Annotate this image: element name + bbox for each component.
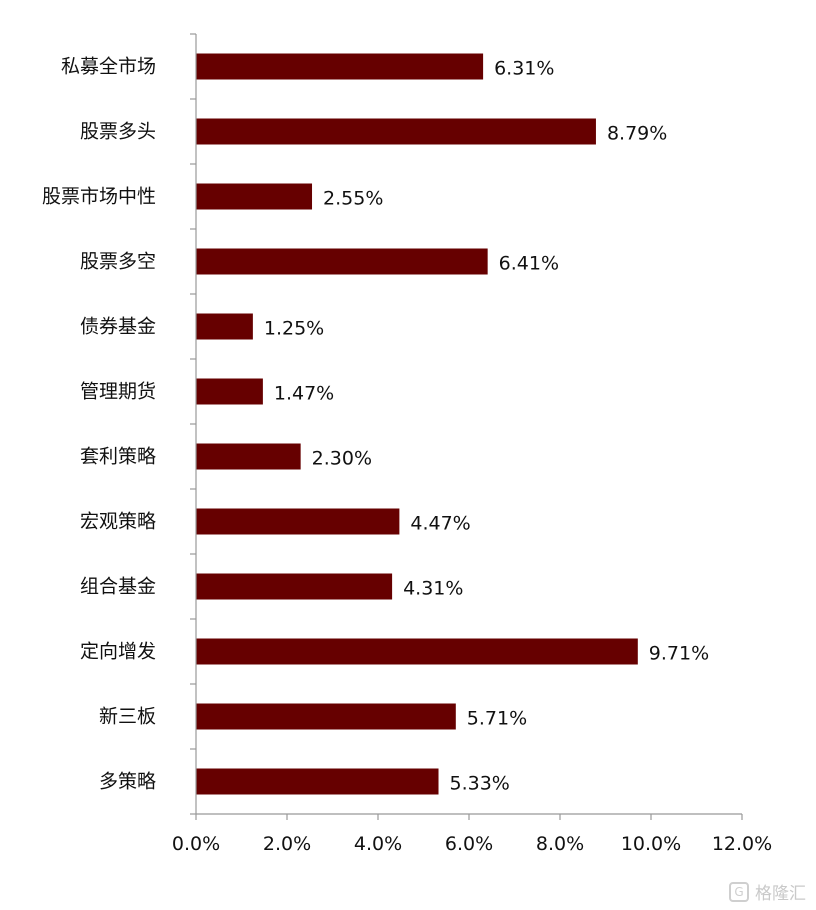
bar-10	[196, 703, 456, 730]
labels-layer: 私募全市场 6.31% 股票多头 8.79% 股票市场中性 2.55% 股票多空 6.41% 债…	[42, 56, 709, 795]
glh-logo-icon: G	[729, 881, 749, 902]
value-label: 1.25%	[264, 318, 324, 340]
watermark: G 格隆汇	[729, 879, 806, 904]
bars-layer	[196, 53, 638, 795]
bar-7	[196, 508, 400, 535]
x-tick-label: 12.0%	[712, 833, 772, 855]
axes-layer: 0.0% 2.0% 4.0% 6.0% 8.0% 10.0% 12.0%	[172, 33, 772, 855]
x-tick-label: 10.0%	[621, 833, 681, 855]
bar-0	[196, 53, 484, 80]
category-label: 组合基金	[80, 576, 156, 598]
category-label: 定向增发	[80, 641, 156, 663]
category-label: 套利策略	[80, 446, 156, 468]
x-tick-label: 4.0%	[354, 833, 402, 855]
x-tick-label: 0.0%	[172, 833, 220, 855]
bar-5	[196, 378, 263, 405]
value-label: 4.31%	[403, 578, 463, 600]
category-label: 新三板	[99, 706, 156, 728]
bar-6	[196, 443, 301, 470]
bar-8	[196, 573, 393, 600]
value-label: 2.30%	[312, 448, 372, 470]
bar-4	[196, 313, 253, 340]
category-label: 股票多头	[80, 121, 156, 143]
bar-1	[196, 118, 596, 145]
category-label: 股票市场中性	[42, 186, 156, 208]
value-label: 6.31%	[494, 58, 554, 80]
bar-11	[196, 768, 439, 795]
category-label: 多策略	[99, 771, 156, 793]
x-tick-label: 2.0%	[263, 833, 311, 855]
x-tick-label: 6.0%	[445, 833, 493, 855]
value-label: 9.71%	[649, 643, 709, 665]
value-label: 4.47%	[410, 513, 470, 535]
value-label: 1.47%	[274, 383, 334, 405]
category-label: 管理期货	[80, 381, 156, 403]
x-tick-label: 8.0%	[536, 833, 584, 855]
value-label: 8.79%	[607, 123, 667, 145]
value-label: 5.71%	[467, 708, 527, 730]
bar-9	[196, 638, 638, 665]
category-label: 股票多空	[80, 251, 156, 273]
value-label: 2.55%	[323, 188, 383, 210]
value-label: 6.41%	[499, 253, 559, 275]
category-label: 债券基金	[80, 316, 156, 338]
bar-3	[196, 248, 488, 275]
category-label: 私募全市场	[61, 56, 156, 78]
bar-2	[196, 183, 313, 210]
watermark-text: 格隆汇	[755, 884, 806, 904]
category-label: 宏观策略	[80, 511, 156, 533]
value-label: 5.33%	[450, 773, 510, 795]
